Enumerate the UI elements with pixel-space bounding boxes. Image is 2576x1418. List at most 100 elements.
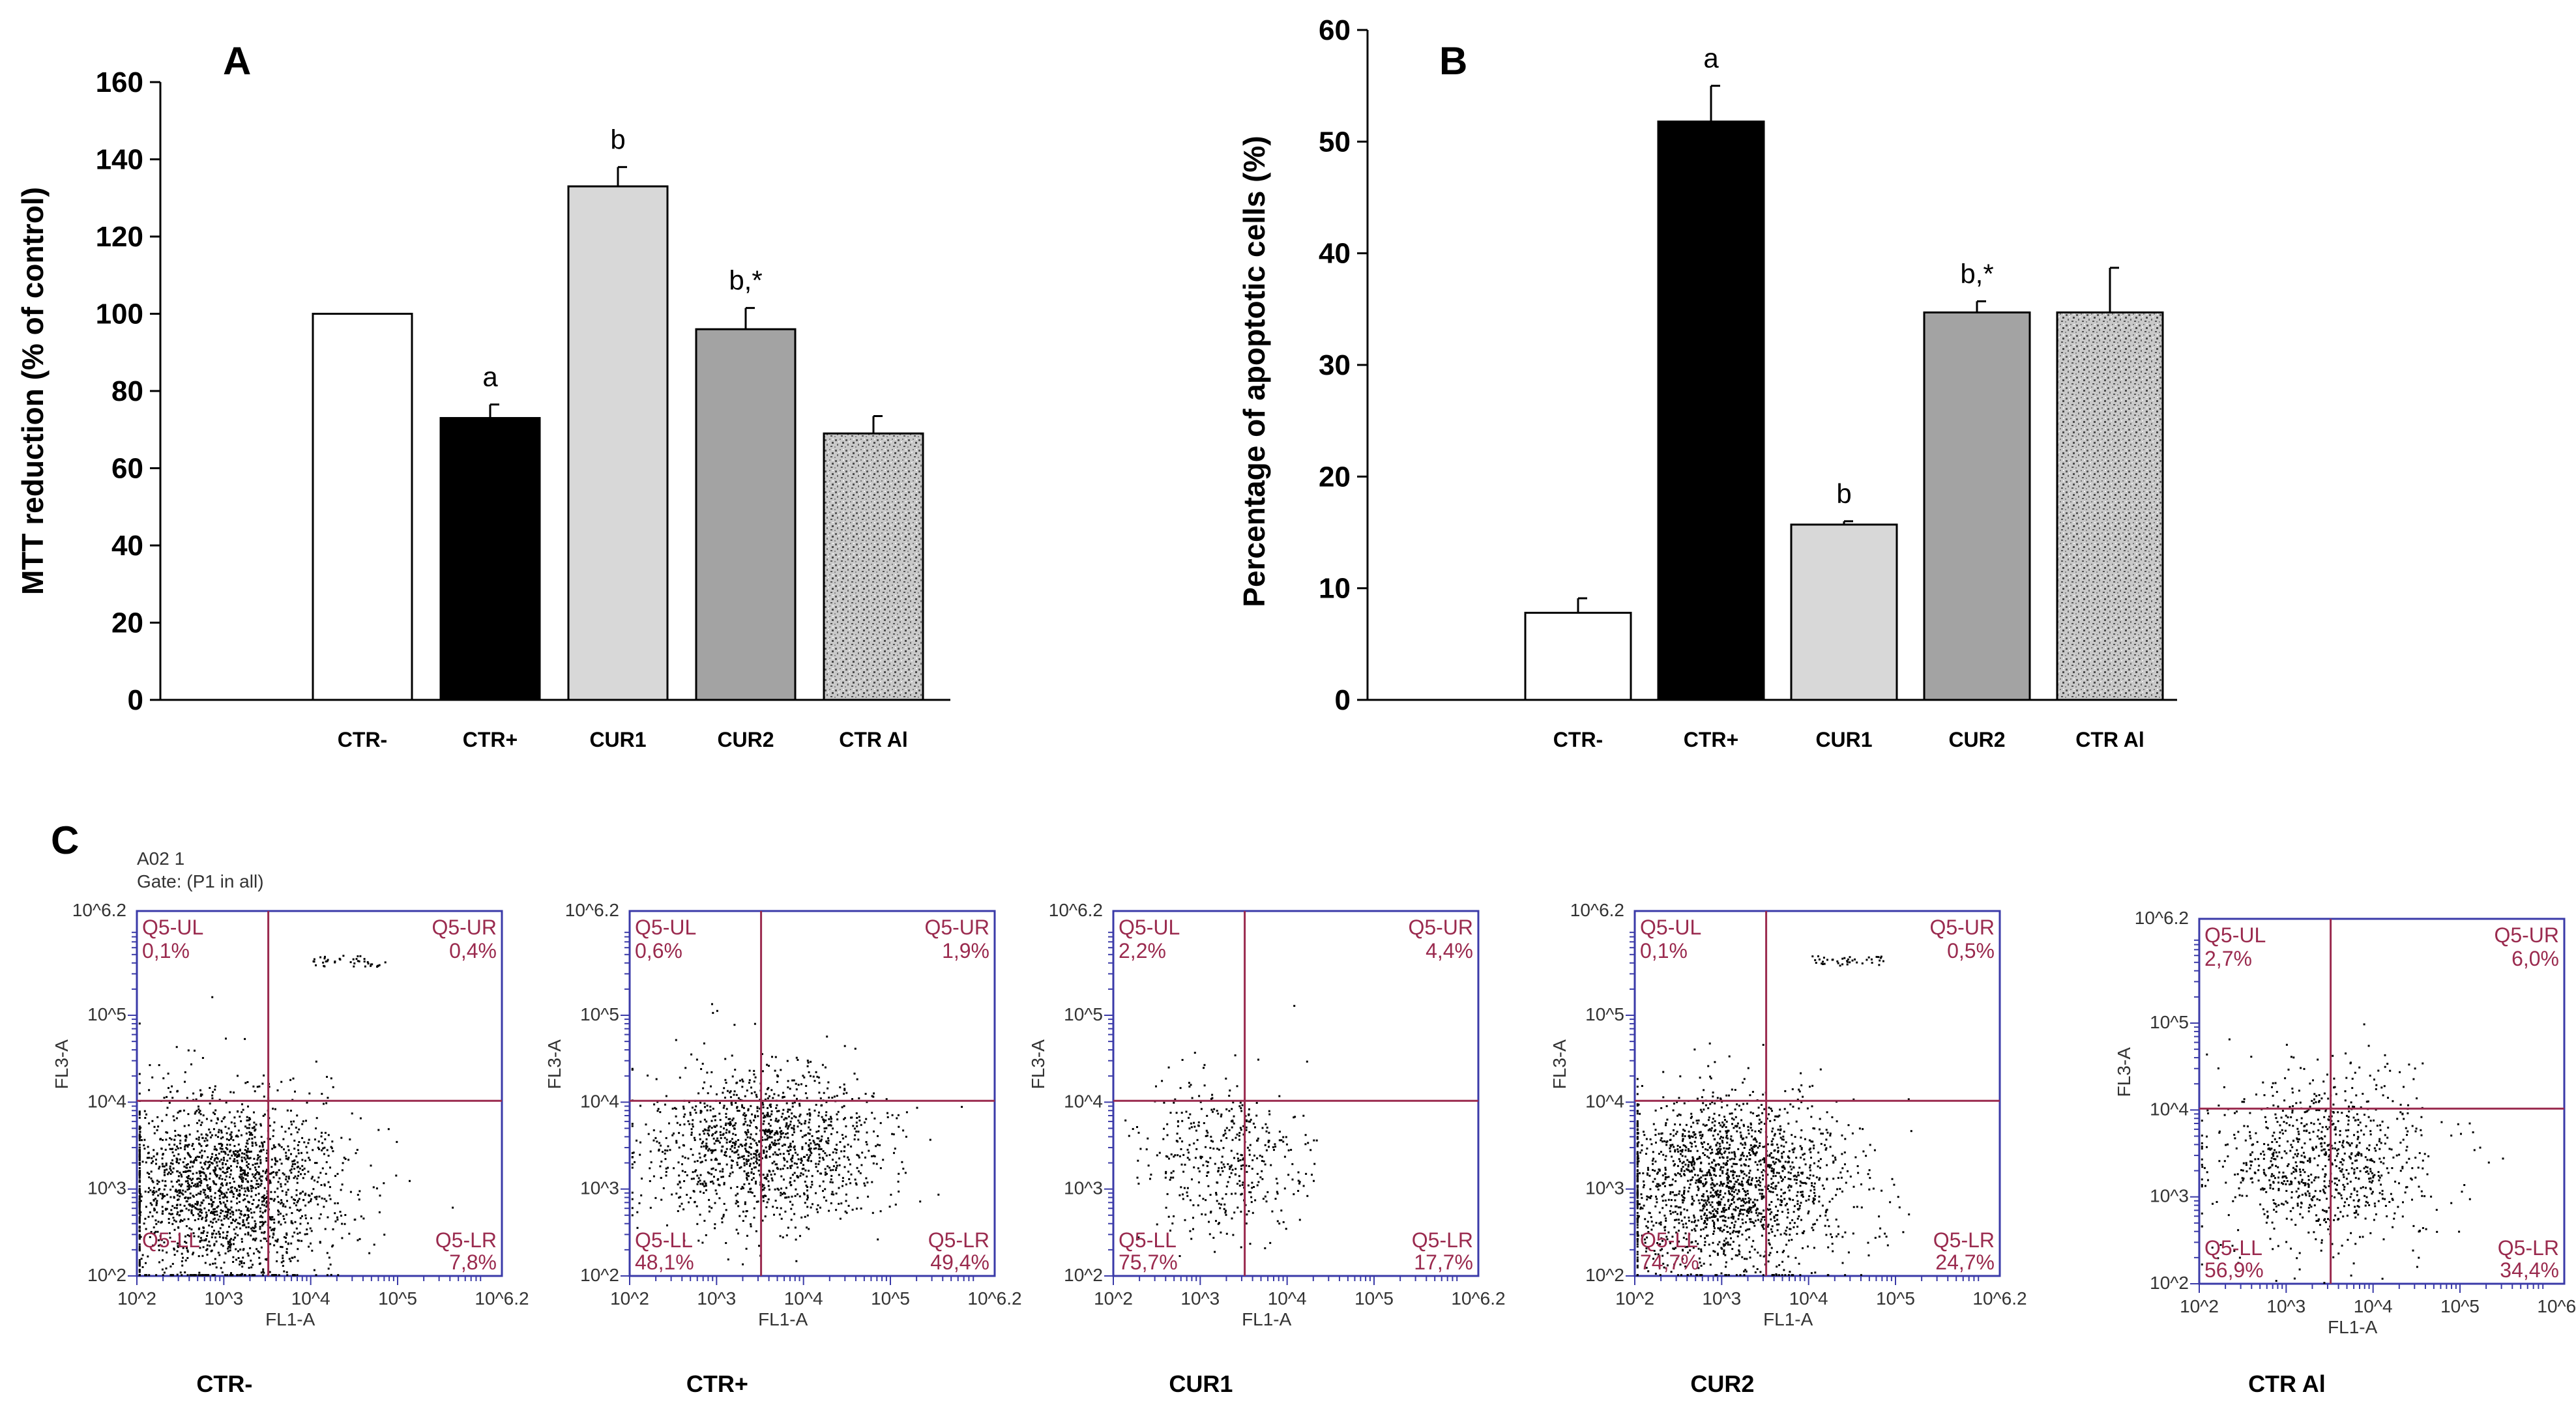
flow-y-tick-label: 10^2 [1585,1265,1624,1285]
flow-x-tick-label: 10^3 [204,1288,243,1309]
flow-event-dots [1636,955,1912,1277]
quadrant-ul-label: Q5-UL [142,916,203,939]
flow-x-tick-label: 10^2 [610,1288,649,1309]
flow-y-tick-label: 10^3 [1064,1178,1103,1198]
flow-y-tick-label: 10^4 [580,1091,619,1111]
quadrant-lr-label: Q5-LR [1933,1228,1995,1252]
flow-y-tick-label: 10^2 [2150,1273,2189,1293]
flow-x-tick-label: 10^3 [697,1288,736,1309]
quadrant-ll-value: 75,7% [1119,1251,1178,1274]
flow-x-axis-title: FL1-A [758,1309,808,1329]
flow-cytometry-plots: Q5-UL0,1%Q5-UR0,4%Q5-LL Q5-LR7,8%10^210^2… [51,900,2576,1397]
flow-x-tick-label: 10^2 [117,1288,156,1309]
quadrant-lr-value: 49,4% [930,1251,989,1274]
flow-sample-id: A02 1 [137,848,184,869]
quadrant-lr-value: 7,8% [449,1251,497,1274]
flow-y-tick-label: 10^4 [1064,1091,1103,1111]
chartB-ytick-label: 50 [1319,126,1351,158]
flow-y-tick-label: 10^5 [580,1004,619,1024]
chartB-category-label: CUR2 [1948,728,2005,751]
flow-plot-frame [628,910,996,1277]
chartA-ytick-label: 60 [111,453,143,485]
chartA-ytick-label: 100 [96,298,143,330]
flow-y-tick-label: 10^6.2 [1570,900,1624,920]
quadrant-ur-value: 4,4% [1426,939,1473,962]
chartB-bar-cur1 [1790,523,1898,701]
quadrant-ul-value: 0,6% [635,939,682,962]
flow-x-tick-label: 10^6.2 [1972,1288,2027,1309]
quadrant-ll-value: 56,9% [2204,1258,2264,1282]
chartB-category-label: CTR+ [1684,728,1738,751]
flow-y-tick-label: 10^6.2 [1049,900,1103,920]
chart-b-apoptosis: Percentage of apoptotic cells (%) 0 10 20 3… [1237,14,2177,751]
quadrant-lr-value: 17,7% [1414,1251,1473,1274]
flow-event-dots [1124,1005,1318,1257]
flow-x-tick-label: 10^6.2 [475,1288,529,1309]
chartA-category-label: CTR+ [463,728,518,751]
chart-a-y-axis-title: MTT reduction (% of control) [16,187,50,595]
quadrant-ur-label: Q5-UR [1929,916,1995,939]
chartA-category-label: CUR1 [589,728,646,751]
chartB-bar-ctr- [1657,120,1765,701]
chartA-ytick-label: 20 [111,607,143,639]
flow-y-axis-title: FL3-A [51,1039,72,1090]
chart-a-y-ticks: 0 20 40 60 80 100 120 140 160 [96,66,160,716]
flow-x-tick-label: 10^2 [2180,1296,2219,1316]
flow-x-tick-label: 10^4 [2354,1296,2393,1316]
flow-y-tick-label: 10^4 [87,1091,126,1111]
quadrant-ll-value: 48,1% [635,1251,694,1274]
flow-y-tick-label: 10^3 [2150,1186,2189,1206]
flow-event-dots [138,955,454,1277]
chartB-ytick-label: 60 [1319,14,1351,46]
chartA-bar-ctr-al [823,432,924,701]
chartB-significance-label: b [1836,478,1851,509]
chartA-ytick-label: 160 [96,66,143,98]
flow-x-tick-label: 10^4 [784,1288,823,1309]
flow-x-tick-label: 10^2 [1615,1288,1654,1309]
quadrant-ul-label: Q5-UL [2204,923,2266,947]
flow-axis-ticks [1104,931,1458,1285]
flow-x-axis-title: FL1-A [2328,1317,2378,1337]
flow-y-tick-label: 10^4 [2150,1099,2189,1119]
quadrant-lr-value: 34,4% [2500,1258,2559,1282]
chart-a-category-labels: CTR- CTR+ CUR1 CUR2 CTR Al [338,728,908,751]
quadrant-ur-value: 0,5% [1947,939,1995,962]
quadrant-ur-value: 6,0% [2511,947,2559,970]
quadrant-lr-value: 24,7% [1935,1251,1995,1274]
flow-y-tick-label: 10^3 [1585,1178,1624,1198]
quadrant-ur-label: Q5-UR [432,916,497,939]
flow-x-tick-label: 10^5 [1876,1288,1915,1309]
quadrant-ur-value: 1,9% [942,939,989,962]
chartA-ytick-label: 140 [96,144,143,176]
flow-plot-ctr-: Q5-UL0,1% Q5-UR0,4% Q5-LL Q5-LR7,8% 10^2 10^2… [51,900,529,1397]
quadrant-lr-label: Q5-LR [1412,1228,1473,1252]
chartA-ytick-label: 120 [96,221,143,253]
panel-c-letter: C [51,818,79,862]
flow-y-axis-title: FL3-A [2114,1047,2134,1097]
flow-x-tick-label: 10^6.2 [1451,1288,1505,1309]
chartA-ytick-label: 0 [128,684,143,716]
quadrant-ul-label: Q5-UL [1640,916,1701,939]
chartB-ytick-label: 20 [1319,461,1351,493]
quadrant-ur-label: Q5-UR [1408,916,1473,939]
chart-b-y-ticks: 0 10 20 30 40 50 60 [1319,14,1368,716]
quadrant-ul-value: 0,1% [1640,939,1688,962]
chartA-bar-cur1 [567,185,669,701]
quadrant-lr-label: Q5-LR [435,1228,497,1252]
chartB-ytick-label: 10 [1319,573,1351,605]
chartA-bar-ctr- [439,416,541,701]
panel-b-letter: B [1439,39,1467,83]
flow-axis-ticks [621,931,974,1285]
flow-x-tick-label: 10^3 [1180,1288,1220,1309]
quadrant-ur-label: Q5-UR [924,916,989,939]
flow-x-tick-label: 10^4 [291,1288,330,1309]
chart-b-bars: a b b,* [1524,43,2164,701]
chartB-bar-ctr- [1524,611,1632,701]
flow-y-tick-label: 10^2 [1064,1265,1103,1285]
flow-plot-title: CTR+ [686,1370,748,1397]
flow-x-tick-label: 10^6.2 [967,1288,1021,1309]
